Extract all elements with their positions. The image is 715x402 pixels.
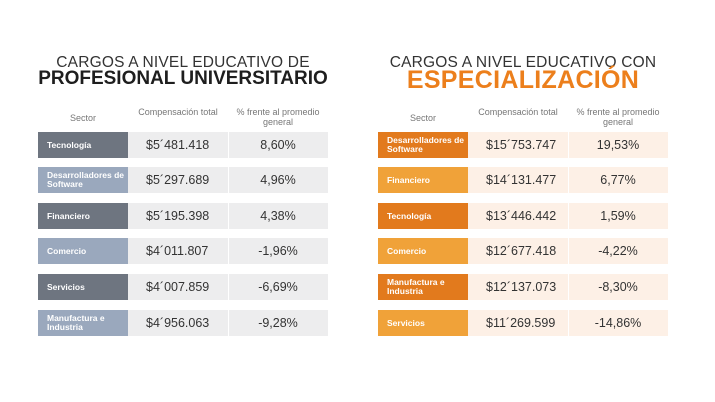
percent-value: 6,77% [568, 167, 668, 193]
percent-value: 4,96% [228, 167, 328, 193]
compensation-value: $4´011.807 [128, 238, 228, 264]
compensation-value: $4´956.063 [128, 310, 228, 336]
column-divider [228, 310, 229, 336]
header-sector: Sector [409, 113, 436, 123]
compensation-value: $5´195.398 [128, 203, 228, 229]
column-divider [228, 274, 229, 300]
table-row: Desarrolladores de Software $5´297.689 4… [38, 167, 328, 193]
column-divider [568, 274, 569, 300]
column-divider [568, 310, 569, 336]
column-divider [568, 203, 569, 229]
column-divider [568, 238, 569, 264]
table-row: Comercio $4´011.807 -1,96% [38, 238, 328, 264]
table-row: Comercio $12´677.418 -4,22% [378, 238, 668, 264]
table-row: Manufactura e Industria $4´956.063 -9,28… [38, 310, 328, 336]
percent-value: -6,69% [228, 274, 328, 300]
sector-label: Manufactura e Industria [38, 310, 128, 336]
sector-label: Desarrolladores de Software [378, 132, 468, 158]
sector-label: Tecnología [378, 203, 468, 229]
header-porcentaje: % frente al promedio general [576, 107, 660, 127]
compensation-value: $4´007.859 [128, 274, 228, 300]
column-divider [568, 132, 569, 158]
compensation-value: $11´269.599 [468, 310, 568, 336]
table-row: Desarrolladores de Software $15´753.747 … [378, 132, 668, 158]
table-row: Tecnología $5´481.418 8,60% [38, 132, 328, 158]
table-row: Servicios $4´007.859 -6,69% [38, 274, 328, 300]
percent-value: -14,86% [568, 310, 668, 336]
compensation-value: $5´297.689 [128, 167, 228, 193]
header-compensacion: Compensación total [138, 107, 218, 117]
title-line2: PROFESIONAL UNIVERSITARIO [38, 68, 328, 89]
compensation-value: $13´446.442 [468, 203, 568, 229]
compensation-value: $14´131.477 [468, 167, 568, 193]
percent-value: 8,60% [228, 132, 328, 158]
title-line2: ESPECIALIZACIÓN [406, 66, 640, 94]
title-line1: CARGOS A NIVEL EDUCATIVO DE [56, 54, 310, 71]
sector-label: Tecnología [38, 132, 128, 158]
header-sector: Sector [69, 113, 96, 123]
compensation-value: $15´753.747 [468, 132, 568, 158]
sector-label: Servicios [378, 310, 468, 336]
percent-value: -8,30% [568, 274, 668, 300]
percent-value: 1,59% [568, 203, 668, 229]
table-row: Manufactura e Industria $12´137.073 -8,3… [378, 274, 668, 300]
column-divider [228, 203, 229, 229]
sector-label: Financiero [378, 167, 468, 193]
table-row: Financiero $14´131.477 6,77% [378, 167, 668, 193]
percent-value: -9,28% [228, 310, 328, 336]
percent-value: -4,22% [568, 238, 668, 264]
column-divider [228, 238, 229, 264]
sector-label: Comercio [378, 238, 468, 264]
sector-label: Comercio [38, 238, 128, 264]
title-line1: CARGOS A NIVEL EDUCATIVO CON [389, 54, 657, 71]
column-divider [568, 167, 569, 193]
sector-label: Desarrolladores de Software [38, 167, 128, 193]
compensation-value: $5´481.418 [128, 132, 228, 158]
column-divider [228, 167, 229, 193]
column-divider [228, 132, 229, 158]
header-compensacion: Compensación total [478, 107, 558, 117]
compensation-value: $12´137.073 [468, 274, 568, 300]
percent-value: -1,96% [228, 238, 328, 264]
sector-label: Manufactura e Industria [378, 274, 468, 300]
percent-value: 4,38% [228, 203, 328, 229]
percent-value: 19,53% [568, 132, 668, 158]
table-row: Tecnología $13´446.442 1,59% [378, 203, 668, 229]
table-row: Financiero $5´195.398 4,38% [38, 203, 328, 229]
sector-label: Financiero [38, 203, 128, 229]
header-porcentaje: % frente al promedio general [236, 107, 320, 127]
sector-label: Servicios [38, 274, 128, 300]
table-row: Servicios $11´269.599 -14,86% [378, 310, 668, 336]
compensation-value: $12´677.418 [468, 238, 568, 264]
